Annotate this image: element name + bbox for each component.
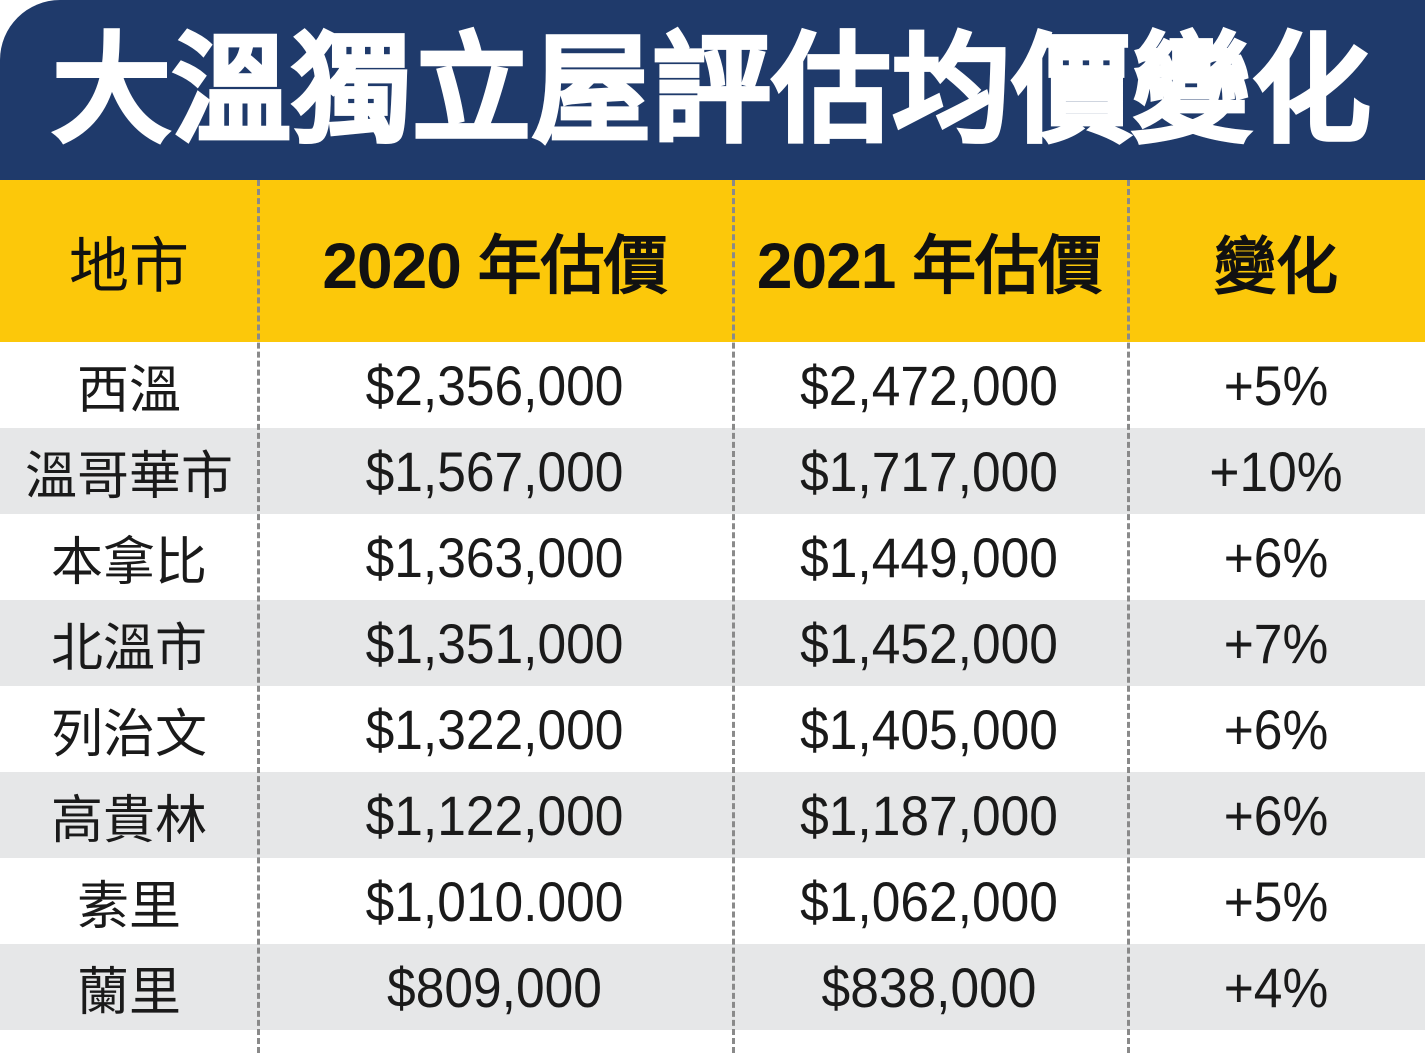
- column-divider: [1127, 180, 1130, 1053]
- cell-2021-price: $1,405,000: [800, 697, 1058, 761]
- cell-2021-price: $1,187,000: [800, 783, 1058, 847]
- cell-change: +10%: [1209, 439, 1343, 503]
- cell-district: 列治文: [50, 704, 207, 765]
- table-row: 西溫 $2,356,000 $2,472,000 +5%: [0, 342, 1425, 428]
- table-row: 素里 $1,010.000 $1,062,000 +5%: [0, 858, 1425, 944]
- header-cell-change: 變化: [1213, 230, 1338, 303]
- cell-2020-price: $1,351,000: [365, 611, 624, 675]
- cell-district: 蘭里: [76, 962, 181, 1023]
- table-body: 西溫 $2,356,000 $2,472,000 +5% 溫哥華市 $1,567…: [0, 342, 1425, 1030]
- column-divider: [732, 180, 735, 1053]
- table-row: 蘭里 $809,000 $838,000 +4%: [0, 944, 1425, 1030]
- header-cell-2020-price: 2020 年估價: [322, 230, 667, 302]
- table-row: 本拿比 $1,363,000 $1,449,000 +6%: [0, 514, 1425, 600]
- cell-district: 北溫市: [50, 618, 207, 679]
- cell-change: +5%: [1223, 353, 1329, 417]
- cell-district: 本拿比: [50, 532, 207, 593]
- table-title: 大溫獨立屋評估均價變化: [51, 21, 1373, 159]
- table-header: 地市 2020 年估價 2021 年估價 變化: [0, 180, 1425, 342]
- table-row: 北溫市 $1,351,000 $1,452,000 +7%: [0, 600, 1425, 686]
- cell-2021-price: $1,452,000: [800, 611, 1058, 675]
- cell-district: 素里: [76, 876, 181, 937]
- column-divider: [257, 180, 260, 1053]
- cell-2020-price: $1,010.000: [365, 869, 624, 933]
- cell-2020-price: $809,000: [387, 955, 602, 1019]
- cell-change: +7%: [1223, 611, 1329, 675]
- header-cell-2021-price: 2021 年估價: [756, 230, 1102, 302]
- cell-change: +4%: [1223, 955, 1329, 1019]
- cell-2020-price: $1,322,000: [365, 697, 624, 761]
- cell-district: 溫哥華市: [24, 446, 233, 507]
- cell-change: +6%: [1223, 783, 1329, 847]
- cell-2020-price: $1,567,000: [365, 439, 624, 503]
- cell-2021-price: $1,062,000: [800, 869, 1058, 933]
- title-bar: 大溫獨立屋評估均價變化: [0, 0, 1425, 180]
- cell-2020-price: $2,356,000: [365, 353, 624, 417]
- cell-2021-price: $838,000: [821, 955, 1037, 1019]
- table-row: 高貴林 $1,122,000 $1,187,000 +6%: [0, 772, 1425, 858]
- header-cell-district: 地市: [69, 231, 189, 302]
- cell-2021-price: $1,449,000: [800, 525, 1058, 589]
- cell-district: 高貴林: [50, 790, 207, 851]
- table-row: 列治文 $1,322,000 $1,405,000 +6%: [0, 686, 1425, 772]
- cell-change: +6%: [1223, 525, 1329, 589]
- cell-2020-price: $1,122,000: [365, 783, 624, 847]
- table-row: 溫哥華市 $1,567,000 $1,717,000 +10%: [0, 428, 1425, 514]
- cell-district: 西溫: [76, 360, 181, 421]
- cell-2021-price: $2,472,000: [800, 353, 1058, 417]
- cell-2021-price: $1,717,000: [800, 439, 1058, 503]
- cell-2020-price: $1,363,000: [365, 525, 624, 589]
- cell-change: +6%: [1223, 697, 1329, 761]
- cell-change: +5%: [1223, 869, 1329, 933]
